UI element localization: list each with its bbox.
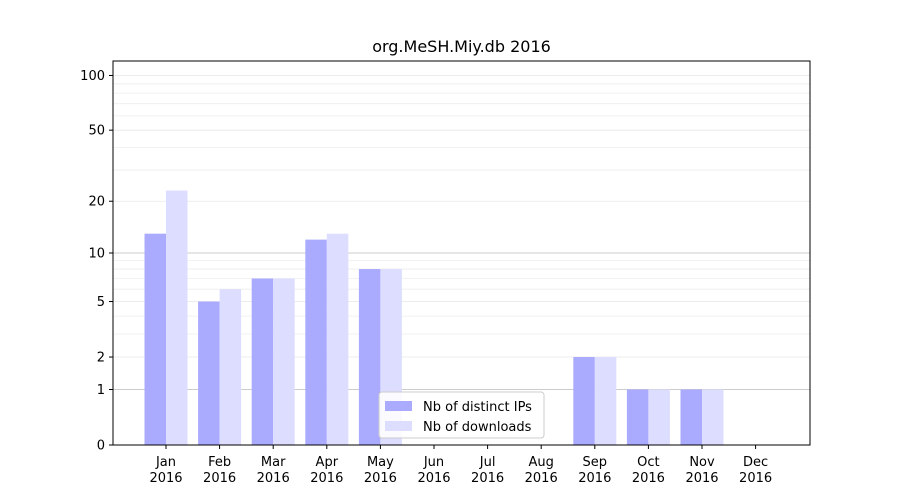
bar-distinct-ips bbox=[626, 389, 649, 445]
x-tick-label: Jan 2016 bbox=[149, 455, 182, 486]
bar-distinct-ips bbox=[305, 239, 327, 445]
chart-title: org.MeSH.Miy.db 2016 bbox=[372, 37, 551, 56]
bars bbox=[144, 190, 724, 445]
x-tick-label: Mar 2016 bbox=[257, 455, 290, 486]
bar-downloads bbox=[219, 289, 242, 445]
x-tick-label: Jun 2016 bbox=[417, 455, 450, 486]
bar-downloads bbox=[166, 190, 188, 445]
bar-downloads bbox=[648, 389, 670, 445]
x-axis: Jan 2016 Feb 2016 Mar 2016 Apr 2016 May 2016 Jun 20… bbox=[149, 445, 772, 486]
x-tick-label: Nov 2016 bbox=[685, 455, 718, 486]
x-tick-label: May 2016 bbox=[364, 455, 397, 486]
legend: Nb of distinct IPs Nb of downloads bbox=[378, 391, 545, 439]
y-tick-label: 50 bbox=[88, 124, 105, 139]
bar-distinct-ips bbox=[573, 357, 595, 445]
x-tick-label: Feb 2016 bbox=[203, 455, 236, 486]
x-tick-label: Dec 2016 bbox=[739, 455, 772, 486]
y-tick-label: 0 bbox=[97, 439, 105, 454]
bar-distinct-ips bbox=[144, 233, 166, 445]
legend-box bbox=[378, 391, 545, 439]
y-tick-label: 100 bbox=[80, 69, 105, 84]
bar-distinct-ips bbox=[198, 301, 220, 445]
bar-downloads bbox=[326, 233, 349, 445]
bar-distinct-ips bbox=[358, 269, 381, 445]
legend-swatch bbox=[385, 401, 412, 411]
bar-downloads bbox=[702, 389, 724, 445]
bar-downloads bbox=[273, 278, 295, 445]
bar-downloads bbox=[594, 357, 617, 445]
y-axis: 0 1 2 5 10 20 50 100 bbox=[80, 69, 113, 454]
y-tick-label: 20 bbox=[88, 195, 105, 210]
legend-label: Nb of downloads bbox=[423, 420, 532, 435]
bar-distinct-ips bbox=[680, 389, 702, 445]
y-tick-label: 2 bbox=[97, 351, 105, 366]
x-tick-label: Apr 2016 bbox=[310, 455, 343, 486]
x-tick-label: Jul 2016 bbox=[471, 455, 504, 486]
bar-distinct-ips bbox=[251, 278, 274, 445]
x-tick-label: Sep 2016 bbox=[578, 455, 611, 486]
legend-swatch bbox=[385, 421, 412, 431]
legend-label: Nb of distinct IPs bbox=[423, 400, 532, 415]
y-tick-label: 5 bbox=[97, 295, 105, 310]
x-tick-label: Aug 2016 bbox=[525, 455, 558, 486]
y-tick-label: 1 bbox=[97, 383, 105, 398]
y-tick-label: 10 bbox=[88, 247, 105, 262]
x-tick-label: Oct 2016 bbox=[632, 455, 665, 486]
